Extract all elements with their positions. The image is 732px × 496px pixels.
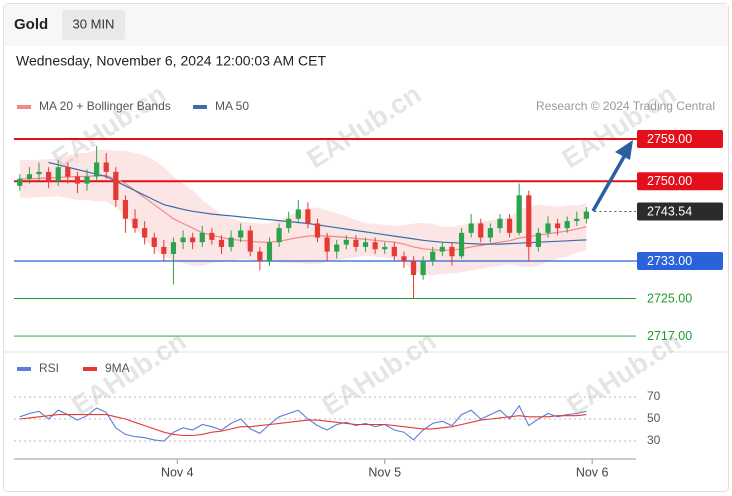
candle-body: [526, 195, 532, 247]
candle-body: [151, 237, 157, 247]
candle-body: [535, 232, 541, 247]
credit: Research © 2024 Trading Central: [536, 99, 715, 113]
candle-body: [142, 228, 148, 238]
y-tick-label: 70: [647, 389, 661, 403]
candle-body: [209, 232, 215, 240]
candle-body: [305, 209, 311, 224]
candle-body: [334, 244, 340, 252]
rsi-line: [19, 404, 587, 442]
candle-body: [574, 218, 580, 222]
candle-body: [238, 230, 244, 238]
candle-body: [478, 223, 484, 238]
candle-body: [362, 242, 369, 247]
candle-body: [74, 176, 81, 184]
candle-body: [420, 260, 426, 276]
candle-body: [46, 171, 52, 182]
candle-body: [228, 237, 234, 247]
candle-body: [468, 223, 474, 233]
y-tick-label: 50: [647, 411, 661, 425]
candle-body: [516, 195, 522, 233]
timeframe[interactable]: 30 MIN: [73, 16, 115, 31]
candle-body: [266, 242, 273, 261]
candle-body: [410, 260, 417, 276]
candle-body: [36, 171, 42, 175]
candle-body: [199, 232, 205, 243]
candle-body: [583, 211, 589, 219]
candle-body: [84, 176, 90, 184]
candle-body: [190, 237, 196, 243]
candle-body: [286, 218, 292, 229]
candle-body: [314, 223, 321, 238]
candle-body: [65, 167, 71, 177]
rsi-line: [19, 414, 587, 437]
candle-body: [180, 237, 186, 243]
candle-body: [545, 223, 551, 233]
datetime: Wednesday, November 6, 2024 12:00:03 AM …: [16, 53, 326, 69]
candle-body: [497, 218, 503, 229]
candle-body: [122, 200, 129, 219]
candle-body: [554, 223, 561, 229]
candle-body: [170, 242, 177, 254]
candle-body: [17, 178, 23, 186]
x-tick-label: Nov 6: [576, 465, 609, 479]
level-label: 2725.00: [647, 291, 692, 305]
candle-body: [295, 209, 301, 219]
candle-body: [372, 242, 378, 250]
level-label: 2733.00: [647, 254, 692, 268]
candle-body: [391, 246, 397, 257]
level-label-box: [637, 172, 723, 191]
last-price-box: [637, 202, 723, 221]
arrow-shaft: [591, 154, 627, 212]
candle-body: [564, 221, 570, 229]
level-label-box: [637, 251, 723, 270]
candle-body: [353, 239, 359, 247]
y-tick-label: 30: [647, 433, 661, 447]
level-label: 2759.00: [647, 132, 692, 146]
candle-body: [276, 228, 282, 243]
last-price-label: 2743.54: [647, 204, 692, 218]
candle-body: [247, 230, 253, 252]
candle-body: [161, 246, 167, 254]
legend-label: 9MA: [105, 361, 130, 375]
candle-body: [94, 162, 100, 177]
legend-label: MA 20 + Bollinger Bands: [39, 99, 171, 113]
candle-body: [55, 167, 61, 182]
candle-body: [26, 174, 33, 179]
x-tick-label: Nov 4: [161, 465, 194, 479]
candle-body: [458, 232, 465, 257]
candle-body: [343, 239, 349, 245]
candle-body: [430, 251, 436, 261]
candle-body: [449, 246, 455, 257]
candle-body: [487, 228, 493, 238]
candle-body: [439, 246, 445, 252]
legend-label: RSI: [39, 361, 59, 375]
timeframe-chip[interactable]: [62, 10, 125, 40]
candle-body: [506, 218, 513, 233]
candle-body: [103, 162, 109, 172]
legend-label: MA 50: [215, 99, 249, 113]
candle-body: [218, 239, 225, 247]
level-label: 2717.00: [647, 329, 692, 343]
symbol: Gold: [14, 16, 48, 33]
candle-body: [132, 218, 138, 229]
level-label-box: [637, 130, 723, 149]
candle-body: [113, 171, 119, 200]
arrow-head: [615, 140, 633, 160]
x-tick-label: Nov 5: [368, 465, 401, 479]
level-label: 2750.00: [647, 174, 692, 188]
candle-body: [382, 246, 388, 250]
candle-body: [401, 256, 407, 261]
candle-body: [257, 251, 263, 261]
forecast-arrow: [591, 140, 633, 212]
candle-body: [324, 237, 330, 252]
